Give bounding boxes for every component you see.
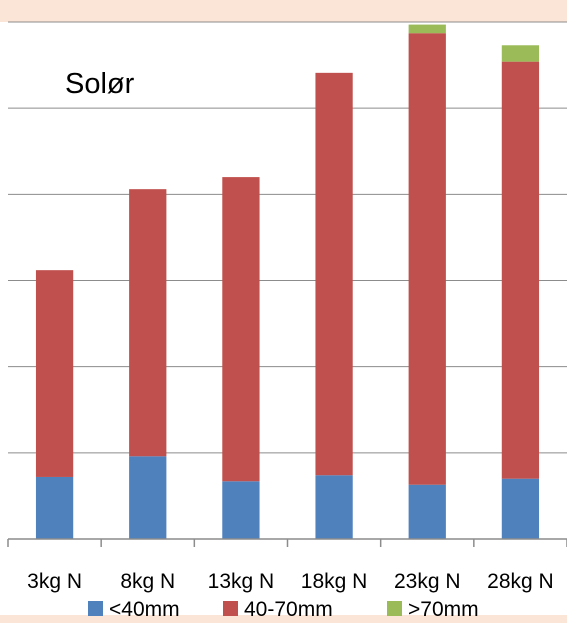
bar-segment [222,481,260,539]
bar-segment [501,478,540,539]
legend-label: <40mm [109,598,180,621]
x-tick-label: 28kg N [487,570,554,593]
legend-swatch [88,601,103,616]
bar-segment [408,24,446,34]
bar-segment [129,189,167,457]
legend-swatch [223,601,238,616]
bars [35,24,540,539]
x-tick-label: 13kg N [208,570,275,593]
bar-segment [501,45,540,62]
bar-segment [129,456,167,539]
bar-segment [222,177,260,482]
legend-label: 40-70mm [244,598,333,621]
x-tick-label: 3kg N [27,570,82,593]
bar-segment [315,72,353,476]
bar-segment [408,33,446,485]
x-tick-label: 8kg N [120,570,175,593]
x-axis [7,538,567,547]
x-tick-label: 23kg N [394,570,461,593]
bar-segment [501,61,540,479]
legend-label: >70mm [408,598,479,621]
x-tick-label: 18kg N [301,570,368,593]
x-tick-labels: 3kg N 8kg N 13kg N 18kg N 23kg N 28kg N [27,570,554,593]
bar-segment [315,475,353,539]
gridlines [8,21,567,454]
plot-area [0,22,567,615]
bar-segment [408,484,446,539]
legend: <40mm 40-70mm >70mm [88,598,479,621]
bar-segment [35,270,74,477]
legend-swatch [387,601,402,616]
bar-segment [35,476,74,539]
chart-title: Solør [65,68,135,100]
